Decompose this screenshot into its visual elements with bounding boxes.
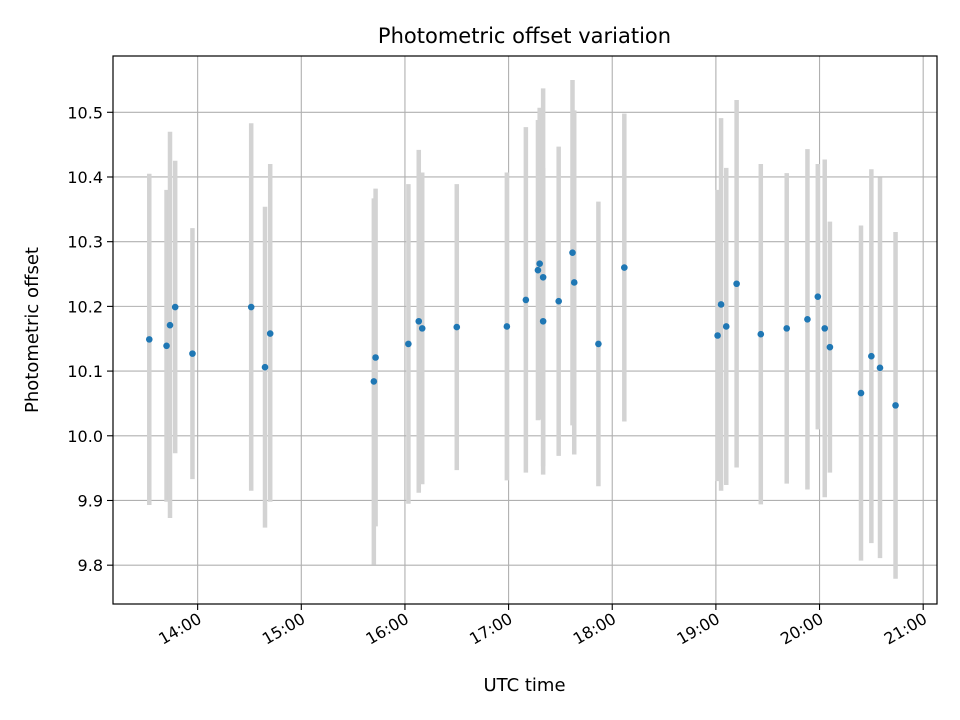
data-point <box>595 340 602 348</box>
data-point <box>892 402 899 409</box>
data-point <box>804 316 811 323</box>
data-point <box>569 249 576 256</box>
y-axis-title: Photometric offset <box>22 247 43 413</box>
x-tick-label: 17:00 <box>466 609 515 649</box>
data-points <box>145 249 899 409</box>
y-tick-label: 10.5 <box>67 103 103 122</box>
data-point <box>522 296 530 304</box>
y-tick-label: 10.4 <box>67 168 103 187</box>
x-tick-label: 21:00 <box>881 609 930 649</box>
data-point <box>536 260 543 267</box>
data-point <box>555 297 562 305</box>
data-point <box>868 352 875 360</box>
data-point <box>717 301 725 308</box>
plot-area-frame <box>112 55 938 605</box>
data-point <box>821 325 829 332</box>
data-point <box>261 363 269 371</box>
data-point <box>370 378 378 385</box>
data-point <box>163 342 170 350</box>
data-point <box>539 273 547 281</box>
data-point <box>266 330 274 337</box>
x-tick-label: 19:00 <box>673 609 722 649</box>
data-point <box>539 317 547 325</box>
data-point <box>503 323 511 330</box>
x-tick-label: 15:00 <box>259 609 308 649</box>
y-tick-label: 9.9 <box>78 491 103 510</box>
data-point <box>453 323 461 331</box>
data-point <box>372 354 379 361</box>
data-point <box>757 330 765 338</box>
x-axis: 14:00 15:00 16:00 17:00 18:00 19:00 20:00 21:00 <box>155 604 930 649</box>
data-point <box>418 325 426 332</box>
data-point <box>166 321 174 329</box>
data-point <box>405 340 412 348</box>
data-point <box>826 343 834 351</box>
data-point <box>534 266 542 274</box>
x-tick-label: 14:00 <box>155 609 204 649</box>
y-tick-label: 10.2 <box>67 297 103 316</box>
data-point <box>733 280 740 288</box>
data-point <box>857 389 865 397</box>
y-tick-label: 9.8 <box>78 556 103 575</box>
data-point <box>145 336 153 343</box>
chart-title: Photometric offset variation <box>378 24 671 48</box>
data-point <box>247 303 255 311</box>
data-point <box>570 279 578 286</box>
x-axis-title: UTC time <box>483 675 565 696</box>
data-point <box>621 264 628 271</box>
data-point <box>415 317 423 325</box>
data-point <box>814 293 822 300</box>
y-tick-label: 10.3 <box>67 233 103 252</box>
data-point <box>171 303 179 311</box>
data-point <box>876 364 884 372</box>
x-tick-label: 16:00 <box>363 609 412 649</box>
x-tick-label: 18:00 <box>570 609 619 649</box>
y-axis: 9.8 9.9 10.0 10.1 10.2 10.3 10.4 10.5 <box>67 103 113 575</box>
data-point <box>714 332 721 339</box>
y-tick-label: 10.0 <box>67 427 103 446</box>
data-point <box>722 323 730 330</box>
data-point <box>783 325 791 332</box>
y-tick-label: 10.1 <box>67 362 103 381</box>
x-tick-label: 20:00 <box>777 609 826 649</box>
data-point <box>189 350 196 357</box>
